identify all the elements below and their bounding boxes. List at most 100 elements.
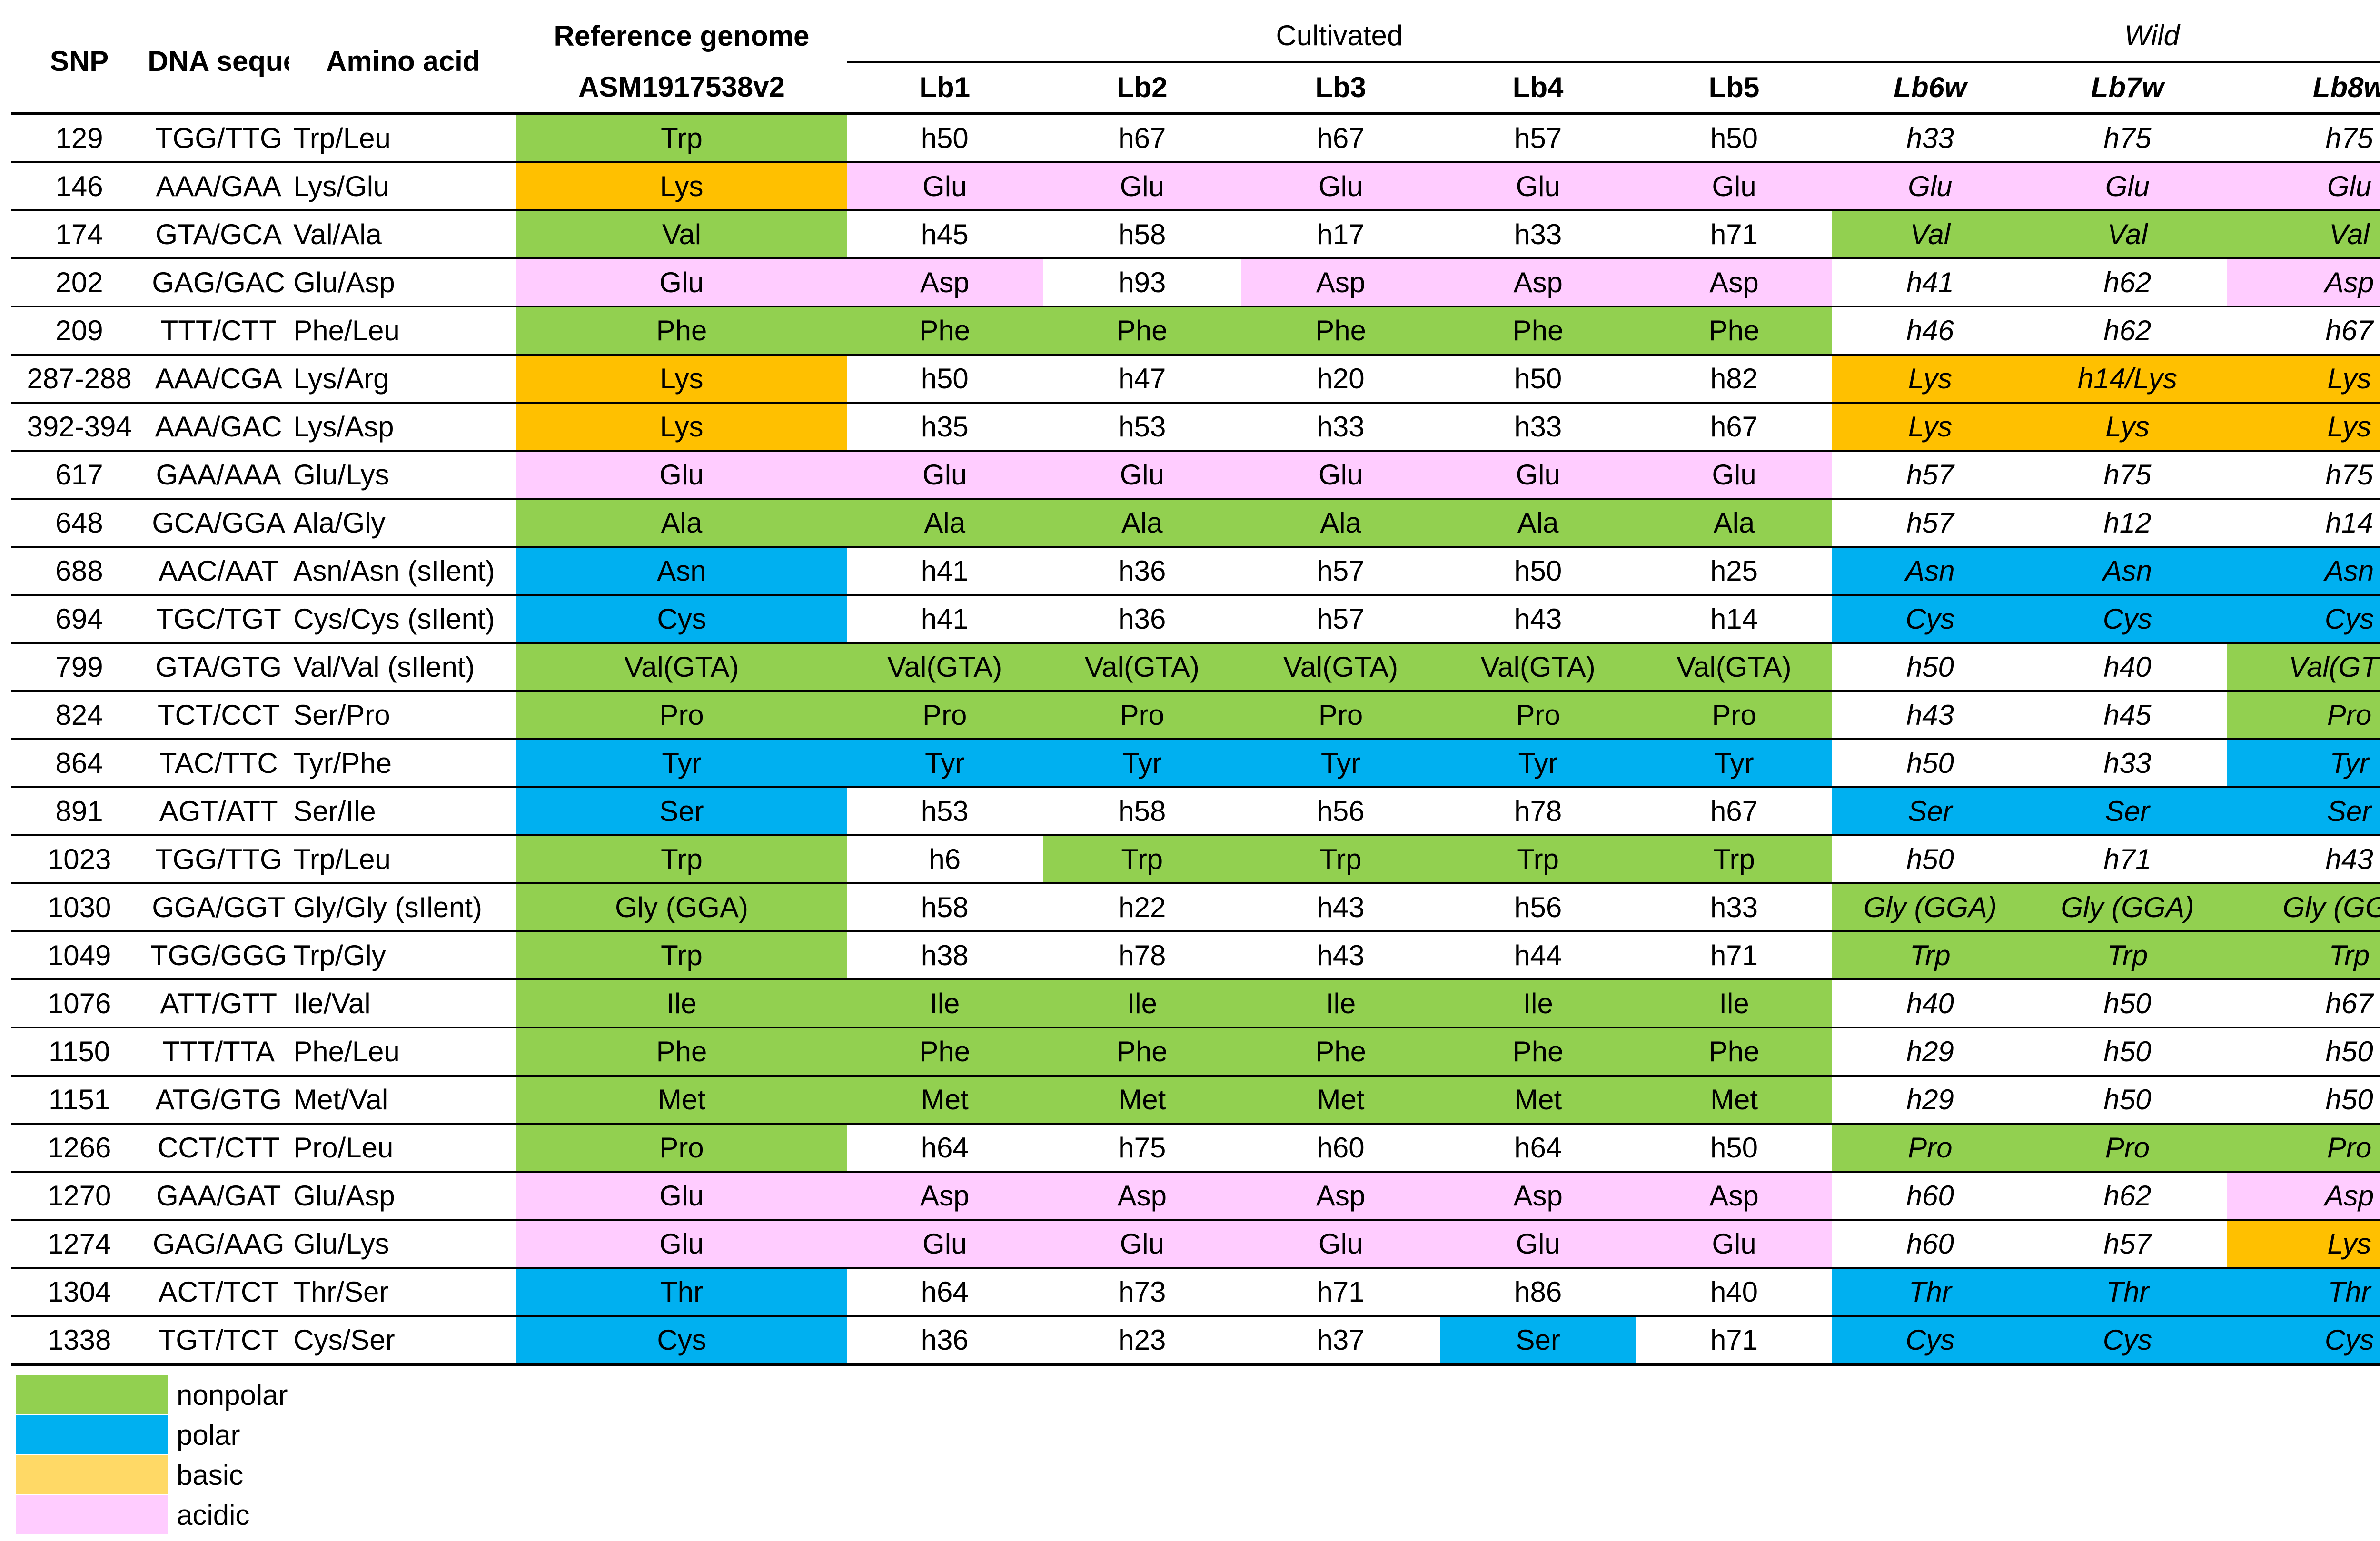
wild-line-cell: Val(GTG) — [2227, 643, 2380, 692]
cultivated-line-cell: Ile — [846, 979, 1043, 1028]
cultivated-line-cell: Glu — [846, 1220, 1043, 1269]
wild-line-cell: Lys — [2227, 403, 2380, 452]
reference-genome-cell: Lys — [516, 162, 847, 211]
dna-sequence-cell: AAA/GAA — [148, 162, 290, 211]
table-row: 694 TGC/TGT Cys/Cys (sIlent) Cys h41 h36 h57 h4… — [11, 595, 2380, 644]
cultivated-line-cell: Asp — [846, 258, 1043, 307]
wild-line-cell: Thr — [2028, 1268, 2227, 1317]
cultivated-line-cell: Ala — [1440, 499, 1636, 548]
snp-position-cell: 1151 — [11, 1076, 148, 1125]
amino-acid-change-cell: Lys/Glu — [289, 162, 517, 211]
cultivated-line-cell: Tyr — [1440, 739, 1636, 788]
wild-line-cell: Ser — [2028, 787, 2227, 836]
cultivated-line-cell: Ala — [1241, 499, 1440, 548]
amino-acid-change-cell: Asn/Asn (sIlent) — [289, 547, 517, 596]
cultivated-line-cell: h22 — [1042, 883, 1241, 932]
amino-acid-change-cell: Phe/Leu — [289, 1027, 517, 1077]
reference-genome-cell: Ala — [516, 499, 847, 548]
wild-line-cell: h62 — [2028, 1172, 2227, 1221]
wild-line-cell: Tyr — [2227, 739, 2380, 788]
wild-line-cell: Cys — [1832, 1316, 2028, 1366]
cultivated-line-cell: h33 — [1636, 883, 1832, 932]
cultivated-line-cell: Phe — [846, 306, 1043, 356]
wild-line-cell: Trp — [2227, 931, 2380, 980]
wild-line-cell: h62 — [2028, 306, 2227, 356]
cultivated-line-cell: h64 — [846, 1268, 1043, 1317]
cultivated-line-cell: Glu — [1440, 1220, 1636, 1269]
cultivated-line-cell: Glu — [1636, 1220, 1832, 1269]
dna-sequence-cell: AAC/AAT — [148, 547, 290, 596]
amino-acid-change-cell: Val/Val (sIlent) — [289, 643, 517, 692]
snp-position-cell: 824 — [11, 691, 148, 740]
legend-swatch-polar — [16, 1415, 168, 1454]
snp-position-cell: 146 — [11, 162, 148, 211]
cultivated-line-cell: h71 — [1241, 1268, 1440, 1317]
cultivated-line-cell: h37 — [1241, 1316, 1440, 1366]
cultivated-line-cell: h82 — [1636, 355, 1832, 404]
wild-line-cell: Val — [1832, 210, 2028, 259]
legend-label: acidic — [177, 1499, 250, 1531]
amino-acid-change-cell: Trp/Gly — [289, 931, 517, 980]
amino-acid-change-cell: Phe/Leu — [289, 306, 517, 356]
amino-acid-change-cell: Lys/Arg — [289, 355, 517, 404]
cultivated-line-cell: h36 — [1042, 547, 1241, 596]
reference-genome-cell: Val(GTA) — [516, 643, 847, 692]
wild-line-cell: Trp — [1832, 931, 2028, 980]
cultivated-line-cell: Ser — [1440, 1316, 1636, 1366]
snp-position-cell: 864 — [11, 739, 148, 788]
dna-sequence-cell: ATG/GTG — [148, 1076, 290, 1125]
wild-line-cell: h75 — [2227, 451, 2380, 500]
header-lb1: Lb1 — [846, 62, 1043, 115]
wild-line-cell: h50 — [1832, 835, 2028, 884]
wild-line-cell: Asn — [2028, 547, 2227, 596]
wild-line-cell: h50 — [2028, 1027, 2227, 1077]
cultivated-line-cell: h6 — [846, 835, 1043, 884]
dna-sequence-cell: CCT/CTT — [148, 1124, 290, 1173]
table-row: 1274 GAG/AAG Glu/Lys Glu Glu Glu Glu Glu Glu h60 h… — [11, 1220, 2380, 1269]
wild-line-cell: h50 — [1832, 739, 2028, 788]
cultivated-line-cell: h58 — [1042, 210, 1241, 259]
cultivated-line-cell: Ala — [1042, 499, 1241, 548]
wild-line-cell: h43 — [1832, 691, 2028, 740]
header-lb8w: Lb8w — [2227, 62, 2380, 115]
cultivated-line-cell: Val(GTA) — [1636, 643, 1832, 692]
wild-line-cell: Val — [2028, 210, 2227, 259]
dna-sequence-cell: TGG/GGG — [148, 931, 290, 980]
table-row: 1304 ACT/TCT Thr/Ser Thr h64 h73 h71 h86 h40 Thr T… — [11, 1268, 2380, 1317]
snp-position-cell: 694 — [11, 595, 148, 644]
cultivated-line-cell: Val(GTA) — [1241, 643, 1440, 692]
cultivated-line-cell: h38 — [846, 931, 1043, 980]
cultivated-line-cell: Asp — [1241, 1172, 1440, 1221]
cultivated-line-cell: Met — [1636, 1076, 1832, 1125]
wild-line-cell: Gly (GGA) — [1832, 883, 2028, 932]
amino-acid-change-cell: Glu/Lys — [289, 451, 517, 500]
table-body: 129 TGG/TTG Trp/Leu Trp h50 h67 h67 h57 h50 h33 h7… — [11, 114, 2380, 1366]
dna-sequence-cell: TCT/CCT — [148, 691, 290, 740]
cultivated-line-cell: h50 — [1440, 355, 1636, 404]
reference-genome-cell: Phe — [516, 306, 847, 356]
legend-swatch-nonpolar — [16, 1375, 168, 1414]
amino-acid-change-cell: Met/Val — [289, 1076, 517, 1125]
cultivated-line-cell: Glu — [1241, 162, 1440, 211]
cultivated-line-cell: h56 — [1241, 787, 1440, 836]
wild-line-cell: h62 — [2028, 258, 2227, 307]
cultivated-line-cell: h44 — [1440, 931, 1636, 980]
legend-swatch-acidic — [16, 1495, 168, 1534]
cultivated-line-cell: Tyr — [846, 739, 1043, 788]
cultivated-line-cell: Glu — [846, 162, 1043, 211]
cultivated-line-cell: Met — [1241, 1076, 1440, 1125]
wild-line-cell: h57 — [2028, 1220, 2227, 1269]
dna-sequence-cell: TTT/CTT — [148, 306, 290, 356]
snp-position-cell: 287-288 — [11, 355, 148, 404]
cultivated-line-cell: h93 — [1042, 258, 1241, 307]
cultivated-line-cell: Ala — [846, 499, 1043, 548]
header-snp: SNP — [11, 10, 148, 115]
cultivated-line-cell: h78 — [1440, 787, 1636, 836]
dna-sequence-cell: AAA/CGA — [148, 355, 290, 404]
cultivated-line-cell: Trp — [1241, 835, 1440, 884]
wild-line-cell: Glu — [2028, 162, 2227, 211]
reference-genome-cell: Phe — [516, 1027, 847, 1077]
wild-line-cell: h50 — [2227, 1027, 2380, 1077]
header-lb4: Lb4 — [1440, 62, 1636, 115]
reference-genome-cell: Pro — [516, 1124, 847, 1173]
